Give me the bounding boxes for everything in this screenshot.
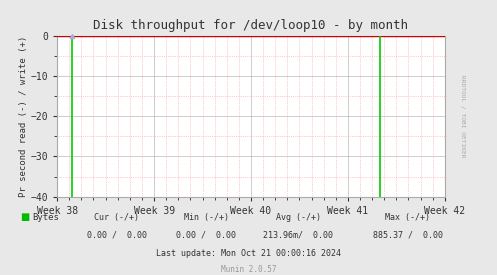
Text: Min (-/+): Min (-/+) bbox=[184, 213, 229, 222]
Text: Avg (-/+): Avg (-/+) bbox=[276, 213, 321, 222]
Text: ■: ■ bbox=[20, 212, 29, 222]
Title: Disk throughput for /dev/loop10 - by month: Disk throughput for /dev/loop10 - by mon… bbox=[93, 19, 409, 32]
Text: Bytes: Bytes bbox=[32, 213, 59, 222]
Text: Max (-/+): Max (-/+) bbox=[385, 213, 430, 222]
Text: Cur (-/+): Cur (-/+) bbox=[94, 213, 139, 222]
Text: Last update: Mon Oct 21 00:00:16 2024: Last update: Mon Oct 21 00:00:16 2024 bbox=[156, 249, 341, 257]
Text: 0.00 /  0.00: 0.00 / 0.00 bbox=[87, 231, 147, 240]
Text: Munin 2.0.57: Munin 2.0.57 bbox=[221, 265, 276, 274]
Text: 0.00 /  0.00: 0.00 / 0.00 bbox=[176, 231, 236, 240]
Y-axis label: Pr second read (-) / write (+): Pr second read (-) / write (+) bbox=[19, 35, 28, 197]
Text: 213.96m/  0.00: 213.96m/ 0.00 bbox=[263, 231, 333, 240]
Text: 885.37 /  0.00: 885.37 / 0.00 bbox=[373, 231, 442, 240]
Text: RRDTOOL / TOBI OETIKER: RRDTOOL / TOBI OETIKER bbox=[461, 75, 466, 157]
